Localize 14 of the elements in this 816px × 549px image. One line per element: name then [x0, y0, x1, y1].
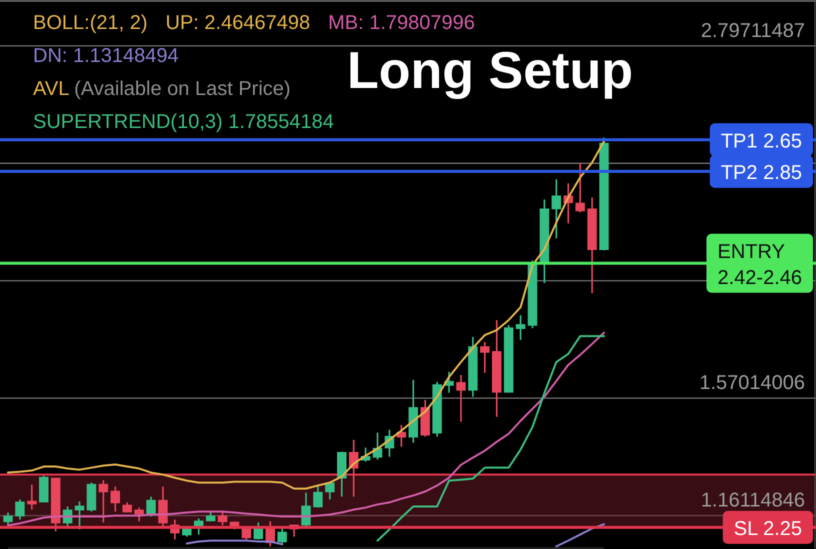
ref-line-label: TP1 2.65	[720, 130, 802, 152]
y-tick-label: 2.79711487	[700, 20, 805, 42]
text: MB: 1.79807996	[328, 12, 475, 34]
ref-line-label: ENTRY 2.42-2.46	[717, 240, 802, 289]
text: Long Setup	[347, 42, 633, 100]
y-tick-label: 1.16114846	[700, 490, 805, 512]
y-tick-label: 1.57014006	[699, 372, 805, 394]
annotation: AVL (Available on Last Price)	[33, 78, 291, 100]
ref-line-label: TP2 2.85	[720, 162, 802, 184]
text: DN: 1.13148494	[33, 45, 179, 67]
annotation: BOLL:(21, 2)	[33, 12, 148, 34]
text: SUPERTREND(10,3) 1.78554184	[33, 111, 334, 133]
text: UP: 2.46467498	[166, 12, 310, 34]
ref-line-label: SL 2.25	[734, 518, 802, 540]
